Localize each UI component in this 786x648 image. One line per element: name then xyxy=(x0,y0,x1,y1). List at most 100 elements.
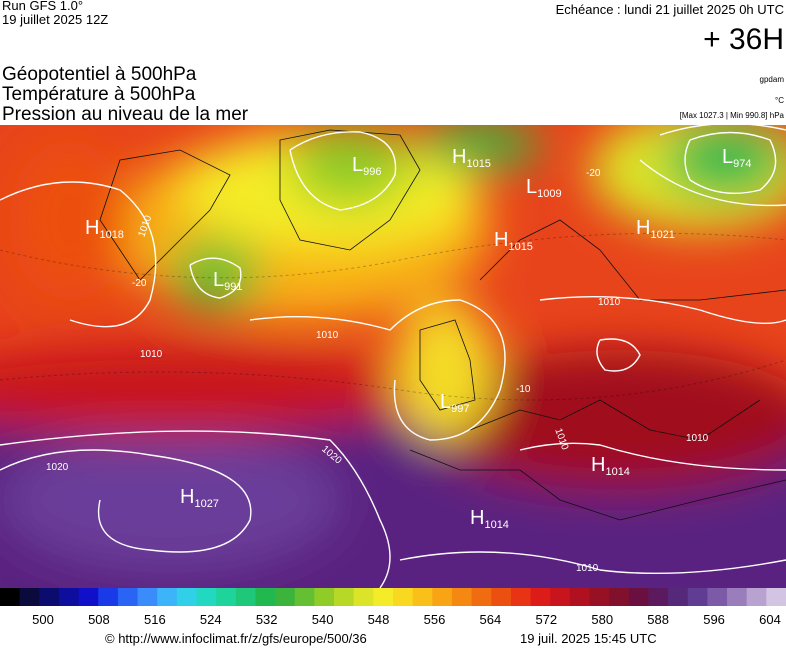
field-label: Pression au niveau de la mer xyxy=(2,104,249,125)
isobar xyxy=(249,299,506,441)
contour-label: 1010 xyxy=(140,349,163,360)
colorbar-swatch xyxy=(628,588,649,606)
isobar xyxy=(189,257,242,299)
contour-label: 1010 xyxy=(316,330,339,341)
colorbar-swatch xyxy=(373,588,394,606)
pressure-center: H1014 xyxy=(591,454,630,478)
pressure-center: H1018 xyxy=(85,217,124,241)
field-label: Géopotentiel à 500hPa xyxy=(2,64,197,85)
pressure-center: H1027 xyxy=(180,486,219,510)
colorbar-swatch xyxy=(39,588,60,606)
colorbar-swatch xyxy=(766,588,786,606)
colorbar-swatch xyxy=(58,588,80,606)
unit-label: gpdam xyxy=(760,75,785,84)
colorbar-swatch xyxy=(550,588,571,606)
colorbar-tick-label: 588 xyxy=(647,612,669,627)
colorbar-swatch xyxy=(491,588,512,606)
colorbar-tick-label: 596 xyxy=(703,612,725,627)
isobar xyxy=(0,449,252,553)
colorbar-swatch xyxy=(727,588,748,606)
unit-label: °C xyxy=(775,96,784,105)
colorbar-swatch xyxy=(648,588,669,606)
colorbar-tick-label: 508 xyxy=(88,612,110,627)
colorbar-tick-label: 524 xyxy=(200,612,222,627)
generated-time: 19 juil. 2025 15:45 UTC xyxy=(520,631,657,646)
colorbar-swatch xyxy=(746,588,767,606)
colorbar-swatch xyxy=(157,588,178,606)
colorbar-tick-label: 532 xyxy=(256,612,278,627)
pressure-center: L991 xyxy=(213,269,242,293)
contour-label: 1020 xyxy=(46,462,69,473)
geopotential-line xyxy=(0,232,786,401)
contour-label: 1010 xyxy=(598,297,621,308)
colorbar-swatch xyxy=(98,588,119,606)
pressure-center: H1015 xyxy=(494,229,533,253)
colorbar-swatch xyxy=(609,588,630,606)
coastline xyxy=(99,149,231,281)
pressure-center: H1015 xyxy=(452,146,491,170)
contour-label: -10 xyxy=(516,384,531,395)
isobar xyxy=(289,131,397,211)
source-url: © http://www.infoclimat.fr/z/gfs/europe/… xyxy=(105,631,367,646)
colorbar-swatch xyxy=(275,588,296,606)
colorbar-swatch xyxy=(314,588,335,606)
unit-label: [Max 1027.3 | Min 990.8] hPa xyxy=(680,111,785,120)
coastline xyxy=(419,319,476,411)
isobar xyxy=(639,125,786,207)
pressure-center: H1014 xyxy=(470,507,509,531)
contour-label: 1010 xyxy=(576,563,599,574)
colorbar-swatch xyxy=(412,588,433,606)
pressure-center: L974 xyxy=(722,146,751,170)
contour-label: -20 xyxy=(132,278,147,289)
pressure-center: L997 xyxy=(440,391,469,415)
colorbar-tick-label: 540 xyxy=(312,612,334,627)
colorbar-swatch xyxy=(569,588,590,606)
colorbar-swatch xyxy=(78,588,99,606)
colorbar-swatch xyxy=(707,588,728,606)
field-label: Température à 500hPa xyxy=(2,84,196,105)
pressure-center: L996 xyxy=(352,154,381,178)
colorbar-tick-label: 604 xyxy=(759,612,781,627)
pressure-center: H1021 xyxy=(636,217,675,241)
colorbar-tick-label: 572 xyxy=(535,612,557,627)
colorbar-tick-label: 580 xyxy=(591,612,613,627)
run-date: 19 juillet 2025 12Z xyxy=(2,12,108,27)
contour-label: -20 xyxy=(586,168,601,179)
colorbar-swatch xyxy=(471,588,492,606)
run-label: Run GFS 1.0° xyxy=(2,0,83,13)
map: H1018 L996 H1015 L1009 L974 L991 H1015 H… xyxy=(0,125,786,588)
isobar xyxy=(539,295,786,324)
colorbar-tick-label: 500 xyxy=(32,612,54,627)
valid-time: Echéance : lundi 21 juillet 2025 0h UTC xyxy=(556,2,784,17)
colorbar-swatch xyxy=(196,588,217,606)
pressure-center: L1009 xyxy=(526,176,562,200)
colorbar-swatch xyxy=(432,588,453,606)
colorbar-swatch xyxy=(255,588,276,606)
colorbar: 500 508 516 524 532 540 548 556 564 572 580 588 596 6… xyxy=(0,588,786,627)
colorbar-swatch xyxy=(235,588,256,606)
isobar xyxy=(684,131,777,195)
colorbar-tick-label: 548 xyxy=(368,612,390,627)
colorbar-swatch xyxy=(393,588,414,606)
colorbar-swatch xyxy=(19,588,40,606)
isobar xyxy=(399,442,786,575)
colorbar-swatch xyxy=(216,588,237,606)
colorbar-tick-label: 516 xyxy=(144,612,166,627)
colorbar-swatch xyxy=(137,588,158,606)
colorbar-swatch xyxy=(294,588,315,606)
colorbar-swatch xyxy=(530,588,551,606)
colorbar-swatch xyxy=(451,588,473,606)
isobar xyxy=(596,338,641,372)
colorbar-swatch xyxy=(668,588,689,606)
colorbar-swatch xyxy=(589,588,610,606)
colorbar-swatch xyxy=(176,588,197,606)
colorbar-swatch xyxy=(510,588,532,606)
isobar xyxy=(0,430,391,588)
colorbar-swatch xyxy=(117,588,139,606)
colorbar-tick-label: 556 xyxy=(424,612,446,627)
colorbar-swatch xyxy=(353,588,374,606)
colorbar-swatch xyxy=(0,588,21,606)
colorbar-swatch xyxy=(687,588,708,606)
colorbar-swatch xyxy=(334,588,355,606)
